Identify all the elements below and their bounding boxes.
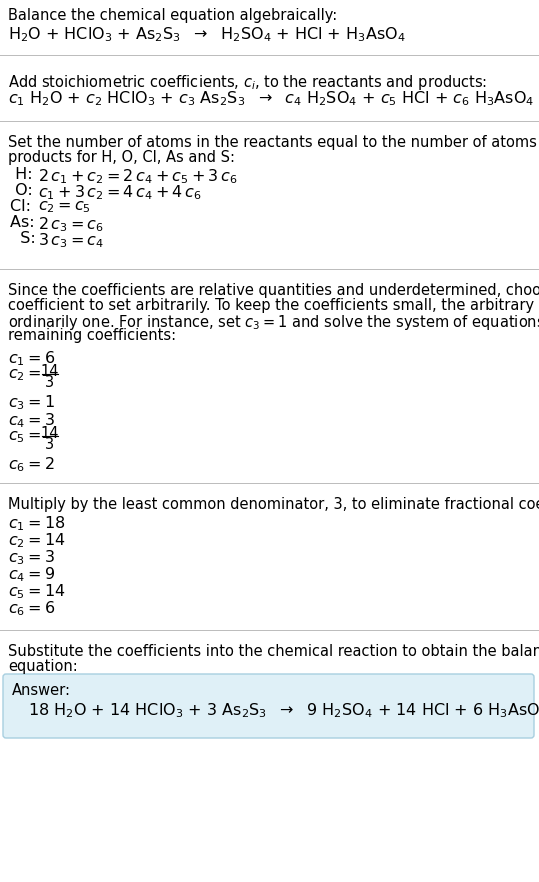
Text: $c_1 = 6$: $c_1 = 6$ bbox=[8, 349, 55, 368]
Text: $c_4 = 9$: $c_4 = 9$ bbox=[8, 565, 55, 584]
Text: $c_6 = 6$: $c_6 = 6$ bbox=[8, 599, 55, 617]
Text: $c_1$ H$_2$O + $c_2$ HClO$_3$ + $c_3$ As$_2$S$_3$  $\rightarrow$  $c_4$ H$_2$SO$: $c_1$ H$_2$O + $c_2$ HClO$_3$ + $c_3$ As… bbox=[8, 89, 535, 108]
Text: $c_5 = $: $c_5 = $ bbox=[8, 429, 42, 445]
Text: Cl:: Cl: bbox=[10, 199, 36, 214]
Text: $2\,c_3 = c_6$: $2\,c_3 = c_6$ bbox=[38, 215, 104, 234]
Text: Since the coefficients are relative quantities and underdetermined, choose a: Since the coefficients are relative quan… bbox=[8, 283, 539, 298]
Text: $c_4 = 3$: $c_4 = 3$ bbox=[8, 411, 55, 430]
Text: Set the number of atoms in the reactants equal to the number of atoms in the: Set the number of atoms in the reactants… bbox=[8, 135, 539, 150]
Text: $c_2 = $: $c_2 = $ bbox=[8, 367, 42, 383]
Text: $c_2 = 14$: $c_2 = 14$ bbox=[8, 531, 65, 549]
Text: H$_2$O + HClO$_3$ + As$_2$S$_3$  $\rightarrow$  H$_2$SO$_4$ + HCl + H$_3$AsO$_4$: H$_2$O + HClO$_3$ + As$_2$S$_3$ $\righta… bbox=[8, 25, 406, 44]
Text: equation:: equation: bbox=[8, 659, 78, 674]
Text: 14: 14 bbox=[41, 426, 59, 441]
Text: H:: H: bbox=[10, 167, 38, 182]
Text: products for H, O, Cl, As and S:: products for H, O, Cl, As and S: bbox=[8, 150, 235, 165]
Text: coefficient to set arbitrarily. To keep the coefficients small, the arbitrary va: coefficient to set arbitrarily. To keep … bbox=[8, 298, 539, 313]
Text: ordinarily one. For instance, set $c_3 = 1$ and solve the system of equations fo: ordinarily one. For instance, set $c_3 =… bbox=[8, 313, 539, 332]
Text: $c_2 = c_5$: $c_2 = c_5$ bbox=[38, 199, 91, 214]
Text: 3: 3 bbox=[45, 375, 54, 390]
Text: 14: 14 bbox=[41, 364, 59, 379]
Text: Multiply by the least common denominator, 3, to eliminate fractional coefficient: Multiply by the least common denominator… bbox=[8, 497, 539, 512]
Text: $2\,c_1 + c_2 = 2\,c_4 + c_5 + 3\,c_6$: $2\,c_1 + c_2 = 2\,c_4 + c_5 + 3\,c_6$ bbox=[38, 167, 238, 186]
Text: As:: As: bbox=[10, 215, 40, 230]
Text: $c_3 = 3$: $c_3 = 3$ bbox=[8, 548, 55, 567]
Text: $3\,c_3 = c_4$: $3\,c_3 = c_4$ bbox=[38, 231, 104, 250]
Text: $c_3 = 1$: $c_3 = 1$ bbox=[8, 393, 55, 412]
Text: 18 H$_2$O + 14 HClO$_3$ + 3 As$_2$S$_3$  $\rightarrow$  9 H$_2$SO$_4$ + 14 HCl +: 18 H$_2$O + 14 HClO$_3$ + 3 As$_2$S$_3$ … bbox=[28, 701, 539, 720]
Text: Answer:: Answer: bbox=[12, 683, 71, 698]
Text: $c_5 = 14$: $c_5 = 14$ bbox=[8, 582, 65, 601]
Text: Add stoichiometric coefficients, $c_i$, to the reactants and products:: Add stoichiometric coefficients, $c_i$, … bbox=[8, 73, 487, 92]
FancyBboxPatch shape bbox=[3, 674, 534, 738]
Text: O:: O: bbox=[10, 183, 38, 198]
Text: Substitute the coefficients into the chemical reaction to obtain the balanced: Substitute the coefficients into the che… bbox=[8, 644, 539, 659]
Text: 3: 3 bbox=[45, 437, 54, 452]
Text: $c_1 + 3\,c_2 = 4\,c_4 + 4\,c_6$: $c_1 + 3\,c_2 = 4\,c_4 + 4\,c_6$ bbox=[38, 183, 202, 202]
Text: S:: S: bbox=[10, 231, 41, 246]
Text: $c_6 = 2$: $c_6 = 2$ bbox=[8, 455, 54, 474]
Text: $c_1 = 18$: $c_1 = 18$ bbox=[8, 514, 65, 533]
Text: remaining coefficients:: remaining coefficients: bbox=[8, 328, 176, 343]
Text: Balance the chemical equation algebraically:: Balance the chemical equation algebraica… bbox=[8, 8, 337, 23]
